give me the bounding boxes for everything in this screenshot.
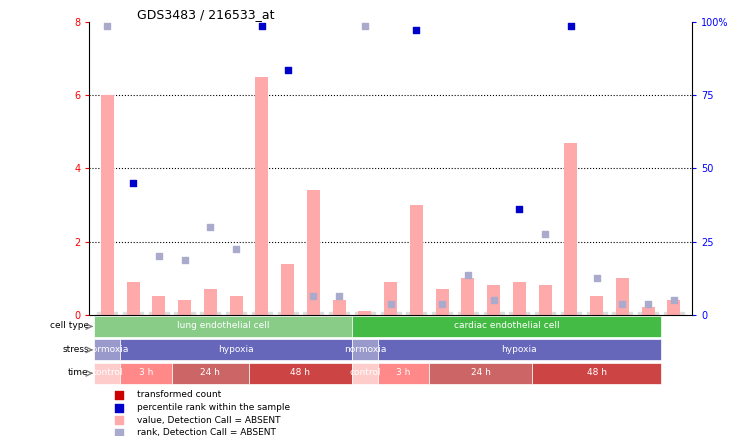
Text: 3 h: 3 h: [138, 368, 153, 377]
Text: percentile rank within the sample: percentile rank within the sample: [138, 403, 291, 412]
Point: [101, 22, 113, 29]
Text: control: control: [92, 368, 123, 377]
Bar: [178, 300, 191, 315]
Text: lung endothelial cell: lung endothelial cell: [177, 321, 269, 330]
Bar: [410, 205, 423, 315]
Text: 48 h: 48 h: [586, 368, 606, 377]
Point: [282, 66, 294, 73]
Bar: [590, 297, 603, 315]
Point: [359, 22, 371, 29]
Text: cell type: cell type: [50, 321, 89, 330]
Text: stress: stress: [62, 345, 89, 354]
Bar: [126, 282, 140, 315]
Point: [591, 275, 603, 282]
Point: [642, 300, 654, 307]
FancyBboxPatch shape: [378, 339, 661, 361]
FancyBboxPatch shape: [352, 339, 378, 361]
Bar: [513, 282, 526, 315]
Bar: [281, 264, 294, 315]
Point: [114, 416, 126, 424]
Bar: [230, 297, 243, 315]
Point: [179, 256, 190, 263]
Point: [411, 26, 423, 33]
Bar: [255, 77, 269, 315]
Text: hypoxia: hypoxia: [501, 345, 537, 354]
Text: cardiac endothelial cell: cardiac endothelial cell: [454, 321, 559, 330]
Point: [385, 300, 397, 307]
FancyBboxPatch shape: [378, 363, 429, 384]
Text: transformed count: transformed count: [138, 391, 222, 400]
Text: 24 h: 24 h: [471, 368, 491, 377]
FancyBboxPatch shape: [121, 339, 352, 361]
Text: 3 h: 3 h: [397, 368, 411, 377]
Point: [153, 253, 164, 260]
Bar: [384, 282, 397, 315]
Bar: [642, 307, 655, 315]
FancyBboxPatch shape: [352, 316, 661, 337]
Text: normoxia: normoxia: [86, 345, 129, 354]
FancyBboxPatch shape: [352, 363, 378, 384]
FancyBboxPatch shape: [121, 363, 172, 384]
Text: hypoxia: hypoxia: [218, 345, 254, 354]
Bar: [204, 289, 217, 315]
Point: [114, 429, 126, 436]
Text: 48 h: 48 h: [290, 368, 310, 377]
Point: [205, 223, 217, 230]
FancyBboxPatch shape: [429, 363, 532, 384]
Text: rank, Detection Call = ABSENT: rank, Detection Call = ABSENT: [138, 428, 276, 437]
Point: [256, 22, 268, 29]
Bar: [667, 300, 680, 315]
Text: value, Detection Call = ABSENT: value, Detection Call = ABSENT: [138, 416, 281, 424]
Point: [307, 293, 319, 300]
Text: 24 h: 24 h: [200, 368, 220, 377]
Text: normoxia: normoxia: [344, 345, 386, 354]
Bar: [487, 285, 500, 315]
FancyBboxPatch shape: [94, 363, 121, 384]
Bar: [307, 190, 320, 315]
Point: [230, 246, 242, 253]
Point: [114, 404, 126, 411]
Point: [436, 300, 448, 307]
Bar: [153, 297, 165, 315]
FancyBboxPatch shape: [532, 363, 661, 384]
FancyBboxPatch shape: [172, 363, 249, 384]
Point: [513, 205, 525, 212]
Point: [565, 22, 577, 29]
FancyBboxPatch shape: [94, 316, 352, 337]
Point: [462, 271, 474, 278]
Point: [539, 231, 551, 238]
Bar: [359, 311, 371, 315]
Point: [114, 392, 126, 399]
Point: [333, 293, 345, 300]
Text: control: control: [349, 368, 381, 377]
Text: time: time: [68, 368, 89, 377]
Point: [487, 297, 499, 304]
FancyBboxPatch shape: [94, 339, 121, 361]
Bar: [436, 289, 449, 315]
Point: [127, 179, 139, 186]
Bar: [539, 285, 551, 315]
Bar: [461, 278, 475, 315]
Bar: [616, 278, 629, 315]
Bar: [333, 300, 345, 315]
Text: GDS3483 / 216533_at: GDS3483 / 216533_at: [138, 8, 275, 21]
Bar: [101, 95, 114, 315]
Point: [668, 297, 680, 304]
Point: [617, 300, 629, 307]
FancyBboxPatch shape: [249, 363, 352, 384]
Bar: [565, 143, 577, 315]
